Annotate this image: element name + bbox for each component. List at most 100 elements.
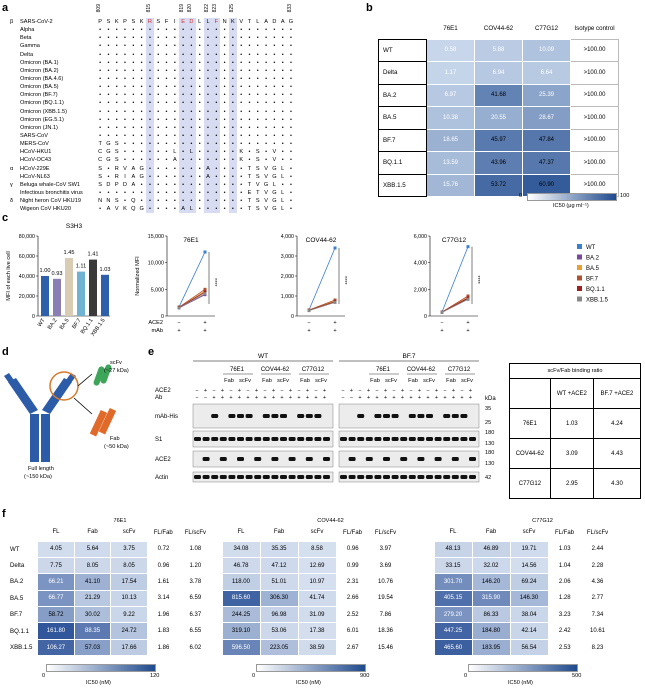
row-label-ace2: ACE2: [155, 388, 171, 394]
residue: •: [145, 34, 155, 43]
residue: •: [212, 140, 221, 149]
f-scale-label: IC50 (nM): [508, 680, 533, 687]
residue: •: [228, 205, 238, 214]
ace2-plus: +: [333, 320, 336, 326]
ace2-sign: +: [204, 388, 207, 394]
f-col-header: FL/scFv: [184, 529, 207, 536]
ace2-sign: −: [297, 388, 300, 394]
f-col-header: Fab: [273, 529, 285, 536]
blot-band: [383, 475, 390, 479]
residue: E: [178, 18, 188, 27]
residue: •: [256, 100, 259, 107]
blot-band: [262, 475, 270, 479]
residue: D: [187, 18, 196, 27]
ab-sign: +: [255, 395, 258, 401]
ab-sign: +: [435, 395, 438, 401]
blot-fab-label: scFv: [315, 378, 327, 384]
panel-label-c: c: [2, 212, 9, 224]
residue: •: [228, 50, 238, 59]
f-cell: 8.05: [110, 556, 148, 575]
blot-band: [211, 414, 219, 418]
f-cell: 146.20: [471, 573, 511, 591]
residue: G: [272, 173, 277, 180]
residue: •: [178, 50, 188, 59]
residue: •: [145, 123, 155, 132]
residue: •: [140, 51, 143, 58]
f-row: 279.20 86.33 38.04 3.23 7.34: [430, 606, 614, 624]
kda-mark: 42: [485, 475, 491, 481]
residue: A: [131, 181, 136, 188]
residue: •: [228, 172, 238, 181]
residue: •: [212, 34, 221, 43]
f-row: 244.25 96.98 31.09 2.52 7.86: [218, 606, 402, 624]
ace2-sign: +: [238, 388, 241, 394]
ratio-table: scFv/Fab binding ratio WT +ACE2 BF.7 +ACE…: [509, 363, 642, 499]
b-cell: 20.55: [474, 106, 523, 130]
alignment-group: β: [10, 19, 14, 25]
legend-marker: [577, 265, 582, 270]
residue: •: [115, 84, 118, 91]
residue: •: [145, 107, 155, 116]
alignment-name: Beta: [20, 35, 32, 42]
blot-band: [202, 475, 210, 479]
b-row-label: BA.2: [378, 83, 427, 107]
residue: •: [248, 75, 251, 82]
ab-sign: +: [401, 395, 404, 401]
residue: •: [140, 132, 143, 139]
b-cell: 47.37: [522, 151, 571, 175]
chart-title: S3H3: [66, 223, 83, 230]
f-scale-min: 0: [252, 673, 256, 680]
residue: •: [140, 181, 143, 188]
residue: •: [187, 123, 196, 132]
blot-band: [460, 414, 468, 418]
y-axis-label: MFI of each live cell: [6, 251, 12, 300]
ratio-cell: 2.95: [549, 468, 594, 499]
b-cell: 18.65: [426, 128, 475, 152]
y-tick-label: 5,000: [151, 287, 164, 293]
residue: •: [265, 67, 268, 74]
residue: •: [198, 100, 201, 107]
residue: •: [240, 181, 243, 188]
residue: •: [281, 181, 284, 188]
blot-ab-label: COV44-62: [261, 367, 290, 373]
residue: •: [223, 165, 226, 172]
residue: •: [223, 124, 226, 131]
residue: I: [124, 173, 126, 180]
blot-band: [288, 437, 296, 441]
residue: •: [212, 66, 221, 75]
residue: •: [240, 67, 243, 74]
alignment-row: Omicron (EG.5.1) • • • • • • • • • • • • • • • • • • • • • • • •: [10, 115, 292, 124]
alignment-sequence: • • • • • • • • • • • • • • • • • • • • • • • •: [96, 83, 295, 92]
ab-sign: −: [195, 395, 198, 401]
b-row-label: BF.7: [378, 128, 427, 152]
residue: F: [164, 19, 169, 25]
residue: •: [240, 173, 243, 180]
f-cell: 17.66: [110, 638, 148, 657]
residue: •: [273, 67, 276, 74]
panel-label-b: b: [366, 2, 373, 14]
residue: •: [187, 197, 196, 206]
residue: P: [98, 19, 103, 25]
residue: S: [98, 173, 103, 180]
residue: G: [263, 181, 269, 188]
ab-sign: +: [367, 395, 370, 401]
residue: •: [115, 108, 118, 115]
residue: L: [256, 19, 260, 25]
f-cell: 3.23: [558, 611, 571, 618]
bar-ratio-label: 1.00: [40, 268, 51, 274]
ab-sign: +: [392, 395, 395, 401]
f-scale-label: IC50 (nM): [86, 680, 111, 687]
ace2-sign: −: [443, 388, 446, 394]
residue: •: [198, 181, 201, 188]
residue: •: [265, 27, 268, 34]
f-cell: 1.20: [189, 562, 202, 569]
f-cell: 2.67: [346, 644, 359, 651]
residue: R: [114, 165, 119, 172]
residue: •: [107, 108, 110, 115]
alignment-sequence: C G S • • • • • • L • L • • • • • K • S • V • •: [96, 148, 295, 157]
f-row: BF.7 58.72 30.02 9.22 1.96 6.37: [8, 606, 212, 624]
residue: •: [132, 108, 135, 115]
residue: •: [223, 75, 226, 82]
residue: D: [272, 19, 277, 25]
residue: •: [115, 124, 118, 131]
